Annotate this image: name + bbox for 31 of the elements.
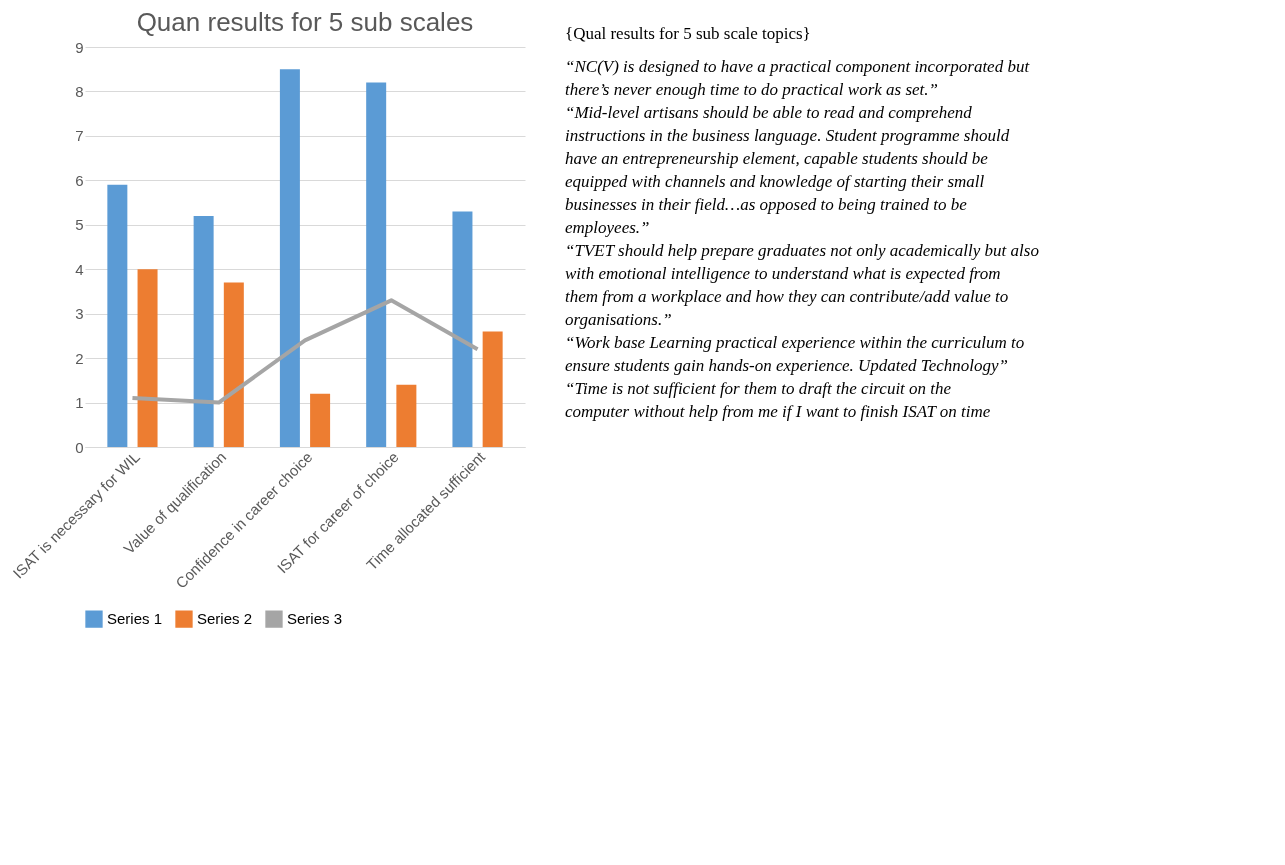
bar — [452, 211, 473, 447]
y-tick-label: 7 — [75, 127, 84, 145]
text: “Mid-level artisans should be able to read and comprehend instructions in the business language. Student programme should have an entrepreneurship element, capable students should be equipped with channels and knowledge of starting their small businesses in their field…as opposed to being trained to be employees.” — [565, 102, 1010, 237]
legend-label: Series 2 — [197, 610, 253, 628]
y-tick-label: 3 — [75, 305, 84, 323]
bar — [107, 184, 128, 447]
bar — [396, 384, 417, 447]
legend-label: Series 1 — [107, 610, 163, 628]
y-tick-label: 6 — [75, 171, 84, 189]
text: “Work base Learning practical experience within the curriculum to ensure students gain hands-on experience. Updated Technology” — [565, 332, 1025, 375]
line-series — [130, 298, 480, 405]
y-tick-label: 5 — [75, 216, 84, 234]
y-tick-label: 1 — [75, 394, 84, 412]
text: “TVET should help prepare graduates not only academically but also with emotional intelligence to understand what is expected from them from a workplace and how they can contribute/add value to organisations.” — [565, 240, 1039, 329]
y-tick-label: 4 — [75, 260, 84, 278]
text: {Qual results for 5 sub scale topics} — [565, 24, 811, 43]
y-tick-label: 8 — [75, 82, 84, 100]
bar — [310, 393, 331, 447]
chart-title: Quan results for 5 sub scales — [136, 7, 474, 37]
y-tick-label: 9 — [75, 38, 84, 56]
bar — [482, 331, 503, 447]
bar — [193, 215, 214, 447]
text: “Time is not sufficient for them to draft the circuit on the computer without help from me if I want to finish ISAT on time — [565, 378, 991, 421]
bar — [279, 69, 300, 447]
y-tick-label: 0 — [75, 438, 84, 456]
bar — [366, 82, 387, 447]
bar — [137, 269, 158, 447]
text: “NC(V) is designed to have a practical component incorporated but there’s never enough time to do practical work as set.” — [565, 56, 1031, 99]
bar — [223, 282, 244, 447]
legend-label: Series 3 — [287, 610, 343, 628]
y-tick-label: 2 — [75, 349, 84, 367]
